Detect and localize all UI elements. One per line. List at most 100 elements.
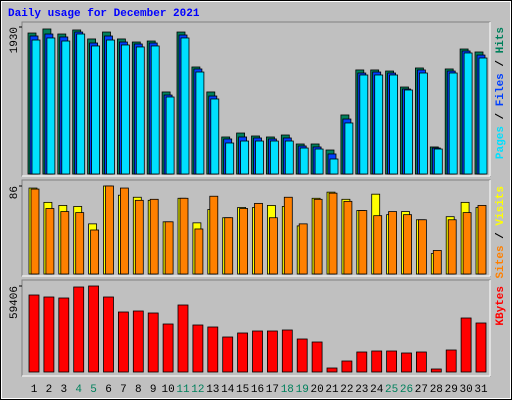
legend-separator: / — [495, 106, 507, 126]
x-tick-label: 13 — [206, 384, 219, 396]
bar — [75, 212, 85, 275]
x-tick-label: 27 — [415, 384, 428, 396]
bar — [150, 45, 160, 175]
bar — [43, 296, 55, 373]
bar — [105, 185, 114, 275]
legend: Pages / Files / Hits — [495, 27, 507, 159]
bar — [475, 322, 487, 373]
bar — [90, 229, 99, 275]
bar — [433, 148, 443, 175]
bar — [460, 317, 472, 373]
bar — [134, 199, 144, 275]
bar — [296, 338, 308, 373]
legend-entry: Visits — [495, 186, 507, 226]
bar — [225, 142, 235, 175]
bar — [255, 140, 264, 175]
x-tick-label: 21 — [325, 384, 339, 396]
bar — [266, 330, 278, 373]
bar — [389, 74, 399, 175]
x-tick-label: 30 — [459, 384, 472, 396]
bar — [326, 367, 338, 373]
bar — [373, 215, 383, 275]
bar — [165, 96, 175, 175]
bar — [313, 198, 323, 275]
bar — [192, 324, 204, 373]
x-tick-label: 26 — [400, 384, 413, 396]
bar — [209, 195, 219, 275]
bar — [329, 158, 339, 175]
bar — [432, 250, 442, 275]
legend-separator: / — [495, 226, 507, 246]
bar — [180, 37, 190, 175]
bar — [121, 44, 130, 175]
x-tick-label: 14 — [221, 384, 235, 396]
bar — [73, 286, 85, 373]
x-tick-label: 31 — [474, 384, 488, 396]
bar — [222, 336, 234, 373]
x-tick-label: 25 — [385, 384, 398, 396]
bar — [177, 304, 189, 373]
bar — [149, 198, 159, 275]
x-tick-label: 18 — [281, 384, 294, 396]
bar — [88, 285, 99, 373]
bar — [386, 350, 398, 373]
bar — [132, 310, 144, 373]
bar — [135, 46, 145, 175]
legend: Sites / Visits — [495, 186, 507, 278]
x-tick-label: 3 — [60, 384, 67, 396]
bar — [195, 71, 205, 175]
x-tick-label: 9 — [150, 384, 157, 396]
chart-title: Daily usage for December 2021 — [8, 8, 200, 20]
bar — [415, 351, 427, 373]
bar — [46, 37, 56, 175]
bar — [239, 208, 249, 275]
bar — [314, 148, 324, 175]
x-tick-label: 2 — [46, 384, 53, 396]
bar — [254, 202, 263, 275]
y-tick-label: 59406 — [9, 286, 21, 319]
bar — [478, 57, 488, 175]
bar — [268, 217, 278, 275]
legend-entry: Pages — [495, 126, 507, 159]
bar — [417, 219, 427, 275]
x-tick-label: 19 — [296, 384, 309, 396]
bar — [477, 205, 487, 275]
x-tick-label: 4 — [75, 384, 82, 396]
x-tick-label: 6 — [105, 384, 112, 396]
bar — [61, 40, 71, 175]
bar — [356, 351, 368, 373]
x-tick-label: 28 — [430, 384, 443, 396]
bar — [283, 196, 293, 275]
bar — [91, 45, 100, 175]
bar — [371, 350, 383, 373]
bar — [299, 147, 309, 175]
bar — [162, 323, 174, 373]
x-tick-label: 1 — [31, 384, 38, 396]
bar — [30, 188, 40, 275]
bar — [430, 368, 442, 373]
x-tick-label: 22 — [340, 384, 353, 396]
bar — [179, 197, 189, 275]
bar — [147, 312, 159, 373]
bar — [328, 192, 338, 275]
bar — [344, 122, 354, 175]
bar — [103, 296, 114, 373]
bar — [118, 311, 129, 373]
bar — [341, 360, 353, 373]
bar — [447, 219, 457, 275]
bar — [45, 208, 55, 275]
bar — [106, 39, 115, 175]
bar — [210, 98, 220, 175]
x-tick-label: 29 — [445, 384, 458, 396]
bar — [462, 212, 472, 275]
x-tick-label: 8 — [135, 384, 142, 396]
x-tick-label: 16 — [251, 384, 264, 396]
bar — [374, 74, 384, 175]
bar — [281, 329, 293, 373]
x-tick-label: 20 — [310, 384, 323, 396]
bar — [28, 294, 40, 373]
bar — [284, 140, 294, 175]
legend-entry: Files — [495, 73, 507, 106]
bar — [240, 140, 250, 175]
